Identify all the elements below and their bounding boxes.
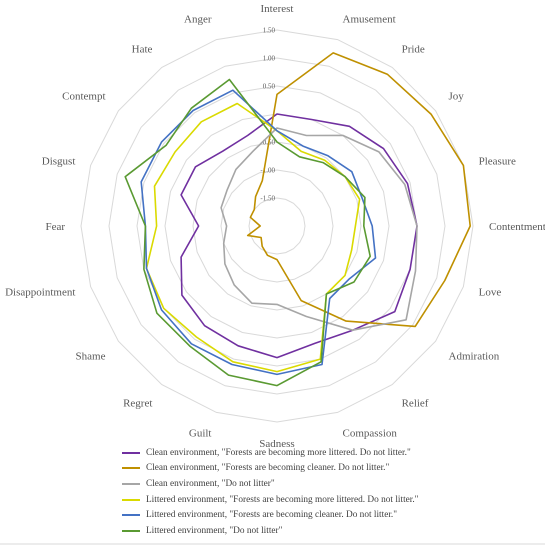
legend-label: Littered environment, "Forests are becom… [146, 510, 398, 521]
axis-label-love: Love [479, 287, 502, 299]
legend-item: Clean environment, "Do not litter" [122, 476, 542, 492]
axis-label-compassion: Compassion [343, 428, 398, 440]
legend-item: Clean environment, "Forests are becoming… [122, 461, 542, 477]
radar-series [124, 52, 472, 387]
legend-item: Clean environment, "Forests are becoming… [122, 445, 542, 461]
axis-label-guilt: Guilt [189, 428, 212, 440]
radar-axis-labels: Interest Amusement Pride Joy Pleasure Content… [5, 3, 545, 450]
axis-label-amusement: Amusement [343, 13, 396, 25]
radar-grid [80, 29, 474, 423]
tick-label: 1.50 [263, 27, 276, 35]
axis-label-regret: Regret [123, 398, 152, 410]
grid-ring [136, 85, 418, 367]
grid-ring [220, 169, 334, 283]
axis-label-anger: Anger [184, 13, 212, 25]
tick-label: 1.00 [263, 55, 276, 63]
series-line [246, 52, 472, 328]
legend-item: Littered environment, "Forests are becom… [122, 492, 542, 508]
axis-label-interest: Interest [261, 3, 294, 15]
tick-label: -0.50 [260, 139, 275, 147]
axis-label-pride: Pride [402, 44, 425, 56]
grid-ring [164, 113, 390, 339]
legend-swatch [122, 467, 140, 470]
grid-ring [192, 141, 362, 311]
axis-label-relief: Relief [402, 398, 429, 410]
grid-ring [80, 29, 474, 423]
series-line [220, 127, 418, 332]
series-line [180, 113, 418, 359]
axis-label-disappointment: Disappointment [5, 287, 75, 299]
grid-ring [108, 57, 446, 395]
legend-label: Clean environment, "Do not litter" [146, 478, 275, 489]
axis-label-shame: Shame [76, 351, 106, 363]
legend-swatch [122, 529, 140, 532]
tick-label: 0.50 [263, 83, 276, 91]
legend-swatch [122, 498, 140, 501]
radar-tick-labels: 1.50 1.00 0.50 -0.50 -1.00 -1.50 [260, 27, 275, 203]
series-line [140, 89, 377, 376]
legend-swatch [122, 482, 140, 485]
legend: Clean environment, "Forests are becoming… [122, 445, 542, 539]
axis-label-hate: Hate [132, 44, 153, 56]
legend-item: Littered environment, "Do not litter" [122, 523, 542, 539]
legend-label: Clean environment, "Forests are becoming… [146, 463, 390, 474]
legend-swatch [122, 451, 140, 454]
axis-label-sadness: Sadness [259, 438, 294, 450]
tick-label: -1.50 [260, 195, 275, 203]
axis-label-joy: Joy [449, 90, 465, 102]
grid-ring [248, 197, 306, 255]
axis-label-disgust: Disgust [42, 156, 76, 168]
axis-label-admiration: Admiration [449, 351, 500, 363]
axis-label-fear: Fear [45, 221, 65, 233]
legend-swatch [122, 514, 140, 517]
series-line [124, 78, 372, 387]
tick-label: -1.00 [260, 167, 275, 175]
legend-label: Littered environment, "Do not litter" [146, 525, 283, 536]
axis-label-contentment: Contentment [489, 221, 545, 233]
legend-label: Littered environment, "Forests are becom… [146, 494, 419, 505]
series-line [145, 102, 361, 373]
legend-label: Clean environment, "Forests are becoming… [146, 447, 411, 458]
axis-label-pleasure: Pleasure [479, 156, 516, 168]
axis-label-contempt: Contempt [62, 90, 105, 102]
legend-item: Littered environment, "Forests are becom… [122, 507, 542, 523]
